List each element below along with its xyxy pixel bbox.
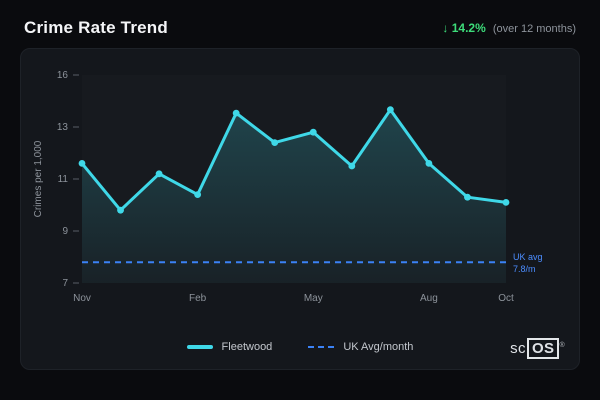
svg-text:16: 16 [57,70,69,81]
registered-mark: ® [559,342,565,349]
svg-text:Aug: Aug [420,293,438,304]
svg-text:Oct: Oct [498,293,514,304]
svg-text:Feb: Feb [189,293,207,304]
trend-badge: ↓ 14.2% [442,21,485,35]
crime-rate-line-chart: 16 13 11 9 7 Nov Feb May Aug Oct Crimes per 1,000 U… [33,70,543,304]
svg-text:9: 9 [62,226,68,237]
trend-indicator: ↓ 14.2% (over 12 months) [442,21,576,35]
trend-caption: (over 12 months) [492,23,576,35]
svg-text:May: May [304,293,323,304]
svg-text:7: 7 [62,278,68,289]
page-header: Crime Rate Trend ↓ 14.2% (over 12 months… [0,0,600,48]
logo-box: OS [526,338,560,359]
legend-item-fleetwood[interactable]: Fleetwood [186,341,273,353]
chart-legend: Fleetwood UK Avg/month [21,341,579,353]
trend-value: 14.2% [451,21,486,35]
page-title: Crime Rate Trend [24,18,168,37]
uk-avg-dashed-swatch [308,346,335,348]
svg-text:UK avg: UK avg [513,252,543,262]
legend-item-uk-avg[interactable]: UK Avg/month [308,341,413,353]
svg-text:Crimes per 1,000: Crimes per 1,000 [33,140,44,217]
svg-text:13: 13 [57,122,69,133]
svg-text:7.8/m: 7.8/m [513,264,536,274]
scos-logo: sc OS ® [510,338,565,359]
svg-text:Nov: Nov [73,293,91,304]
legend-label-uk-avg: UK Avg/month [343,341,414,353]
svg-text:11: 11 [58,174,69,185]
logo-prefix: sc [510,340,526,357]
down-arrow-icon: ↓ [442,21,449,35]
chart-card: 16 13 11 9 7 Nov Feb May Aug Oct Crimes per 1,000 U… [20,48,580,370]
legend-label-fleetwood: Fleetwood [221,341,273,353]
fleetwood-line-swatch [186,345,213,349]
